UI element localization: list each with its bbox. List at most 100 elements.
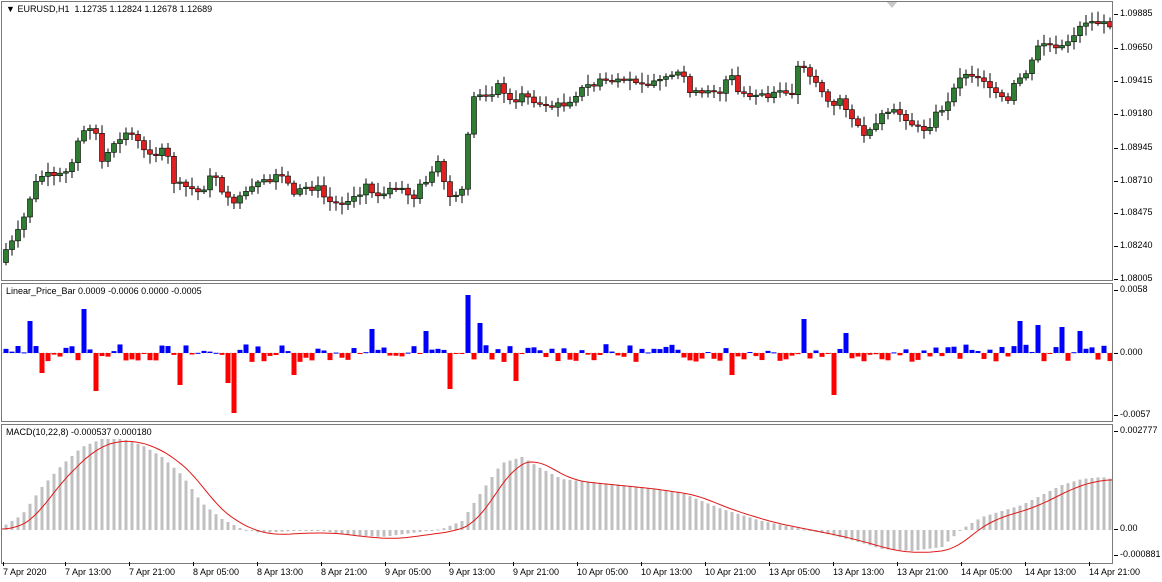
positive-bar <box>117 344 123 353</box>
macd-histogram-bar <box>892 530 896 550</box>
macd-chart[interactable] <box>2 425 1113 564</box>
macd-histogram-bar <box>226 522 230 530</box>
macd-histogram-bar <box>214 514 218 530</box>
bear-candle <box>549 105 555 108</box>
macd-histogram-bar <box>952 530 956 537</box>
bull-candle <box>261 179 267 183</box>
bear-candle <box>789 92 795 96</box>
shift-marker-icon[interactable] <box>886 2 898 8</box>
macd-histogram-bar <box>652 488 656 530</box>
negative-bar <box>231 353 237 413</box>
macd-histogram-bar <box>364 530 368 536</box>
bear-candle <box>633 78 639 84</box>
time-tick-label: 7 Apr 2020 <box>3 567 47 577</box>
macd-histogram-bar <box>334 530 338 533</box>
time-tick-label: 14 Apr 13:00 <box>1025 567 1077 577</box>
price-axis-tick-label: 1.08475 <box>1120 207 1153 217</box>
macd-histogram-bar <box>412 530 416 533</box>
bull-candle <box>57 172 63 177</box>
bull-candle <box>9 240 15 250</box>
negative-bar <box>825 353 831 354</box>
bull-candle <box>879 113 885 125</box>
macd-histogram-bar <box>502 462 506 530</box>
bull-candle <box>615 78 621 83</box>
positive-bar <box>363 352 369 354</box>
macd-window[interactable]: MACD(10,22,8) -0.000537 0.000180 <box>1 424 1113 564</box>
positive-bar <box>21 352 27 354</box>
negative-bar <box>831 353 837 395</box>
bear-candle <box>339 202 345 205</box>
negative-bar <box>795 353 801 355</box>
bear-candle <box>993 87 999 93</box>
macd-histogram-bar <box>382 530 386 537</box>
bull-candle <box>579 87 585 97</box>
macd-histogram-bar <box>142 446 146 530</box>
linear-price-bar-chart[interactable] <box>2 284 1113 422</box>
price-axis[interactable]: 1.09885 1.09650 1.09415 1.09180 1.08945 1.087… <box>1114 1 1162 283</box>
time-tick-label: 13 Apr 05:00 <box>769 567 821 577</box>
macd-histogram-bar <box>436 529 440 531</box>
collapse-arrow-icon[interactable]: ▼ <box>6 4 15 14</box>
macd-histogram-bar <box>886 530 890 550</box>
negative-bar <box>291 353 297 375</box>
macd-signal-line <box>2 440 1112 553</box>
bull-candle <box>207 175 213 191</box>
ind1-axis-tick-label: -0.0057 <box>1120 409 1151 419</box>
positive-bar <box>351 348 357 353</box>
bull-candle <box>303 186 309 189</box>
macd-histogram-bar <box>628 485 632 530</box>
bull-candle <box>891 109 897 113</box>
positive-bar <box>933 347 939 353</box>
time-tick-mark <box>961 562 962 566</box>
macd-histogram-bar <box>616 484 620 530</box>
macd-histogram-bar <box>1036 497 1040 530</box>
candlestick-chart[interactable] <box>2 2 1113 281</box>
negative-bar <box>399 353 405 357</box>
positive-bar <box>201 350 207 353</box>
macd-histogram-bar <box>406 530 410 534</box>
main-chart-window[interactable]: ▼ EURUSD,H1 1.12735 1.12824 1.12678 1.12… <box>1 1 1113 281</box>
macd-histogram-bar <box>304 530 308 531</box>
positive-bar <box>891 352 897 354</box>
bull-candle <box>1017 77 1023 84</box>
macd-histogram-bar <box>748 517 752 530</box>
macd-histogram-bar <box>946 530 950 542</box>
linear-price-bar-window[interactable]: Linear_Price_Bar 0.0009 -0.0006 0.0000 -… <box>1 283 1113 422</box>
negative-bar <box>249 353 255 362</box>
bear-candle <box>747 93 753 97</box>
bear-candle <box>531 96 537 104</box>
macd-histogram-bar <box>70 456 74 530</box>
bull-candle <box>771 91 777 99</box>
macd-histogram-bar <box>376 530 380 537</box>
price-axis-tick-label: 1.09885 <box>1120 8 1153 18</box>
negative-bar <box>1107 353 1112 362</box>
bull-candle <box>957 77 963 89</box>
macd-histogram-bar <box>790 527 794 530</box>
ind1-axis-tick-mark <box>1114 290 1118 291</box>
time-tick-mark <box>385 562 386 566</box>
negative-bar <box>711 353 717 359</box>
macd-histogram-bar <box>586 481 590 530</box>
bear-candle <box>699 90 705 94</box>
macd-histogram-bar <box>538 467 542 530</box>
macd-histogram-bar <box>472 503 476 530</box>
price-axis-tick-label: 1.09650 <box>1120 42 1153 52</box>
macd-histogram-bar <box>994 512 998 530</box>
bear-candle <box>171 155 177 184</box>
macd-histogram-bar <box>874 530 878 548</box>
bear-candle <box>195 188 201 193</box>
macd-histogram-bar <box>958 530 962 531</box>
time-tick-label: 7 Apr 13:00 <box>65 567 112 577</box>
price-axis-tick-label: 1.09180 <box>1120 108 1153 118</box>
bull-candle <box>417 183 423 199</box>
macd-histogram-bar <box>112 439 116 530</box>
bull-candle <box>459 188 465 196</box>
price-axis-tick-mark <box>1114 181 1118 182</box>
positive-bar <box>579 350 585 353</box>
time-axis[interactable]: 7 Apr 2020 7 Apr 13:00 7 Apr 21:00 8 Apr 05… <box>0 562 1162 582</box>
positive-bar <box>321 350 327 353</box>
time-tick-label: 7 Apr 21:00 <box>129 567 176 577</box>
bear-candle <box>849 109 855 120</box>
time-tick-mark <box>129 562 130 566</box>
negative-bar <box>849 353 855 359</box>
